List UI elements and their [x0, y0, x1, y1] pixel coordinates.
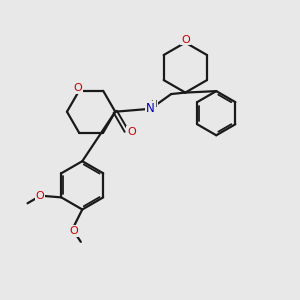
Text: O: O — [69, 226, 78, 236]
Text: O: O — [127, 127, 136, 137]
Text: O: O — [73, 83, 82, 94]
Text: O: O — [181, 34, 190, 45]
Text: N: N — [146, 102, 155, 115]
Text: H: H — [150, 100, 157, 109]
Text: O: O — [36, 191, 44, 201]
